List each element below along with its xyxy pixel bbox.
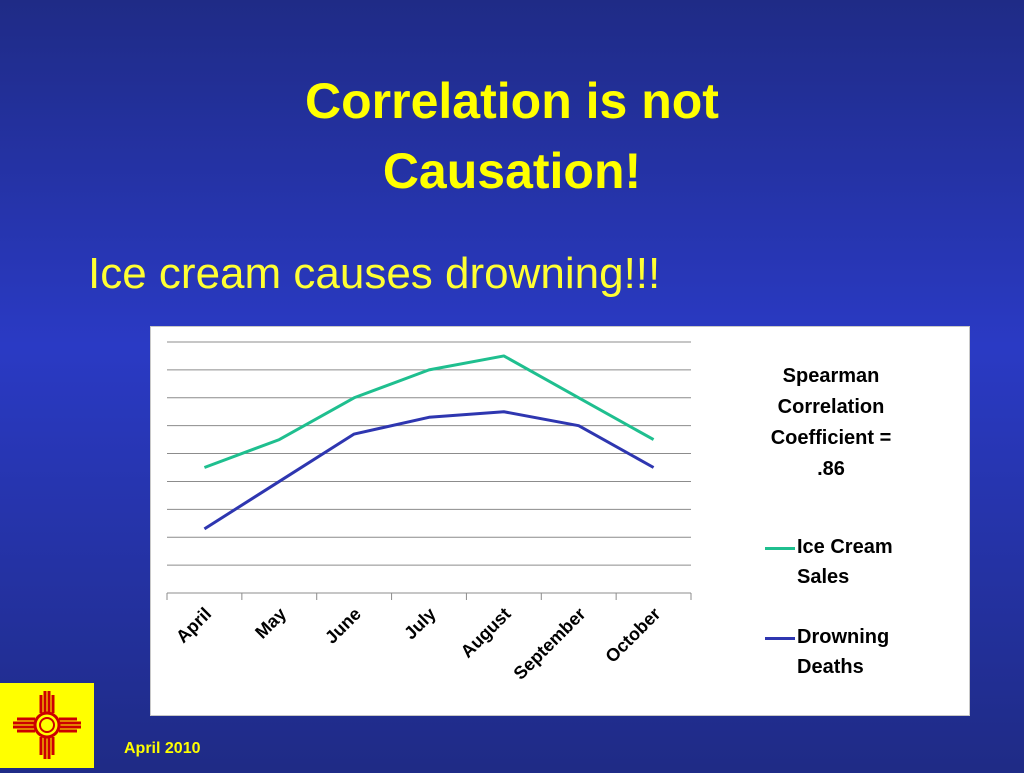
legend-label-drowning: Drowning Deaths [797,626,890,678]
x-tick-label: July [400,604,440,644]
x-tick-label: August [457,604,515,662]
title-line-2: Causation! [382,143,642,199]
annotation-line-4: .86 [817,458,845,480]
zia-sun-symbol-icon [13,691,81,759]
slide-subtitle: Ice cream causes drowning!!! [88,249,661,298]
legend-label-ice-cream: Ice Cream Sales [797,536,893,588]
footer-date: April 2010 [124,740,201,757]
correlation-annotation: Spearman Correlation Coefficient = .86 [741,361,921,485]
chart-panel: April May June July August September October S… [150,326,970,716]
series-line-ice-cream [203,354,655,469]
annotation-line-2: Correlation [777,396,885,418]
slide-title: Correlation is not Causation! [0,66,1024,206]
x-tick-label: September [510,604,590,684]
x-tick-label: October [601,604,664,667]
annotation-line-3: Coefficient = [770,427,892,449]
annotation-line-1: Spearman [782,365,880,387]
legend-swatch-drowning [765,637,795,640]
x-tick-label: June [321,604,365,648]
x-tick-label: April [172,604,215,647]
legend-swatch-ice-cream [765,547,795,550]
series-line-drowning [203,410,655,531]
logo [0,683,94,768]
title-line-1: Correlation is not [305,73,719,129]
x-tick-label: May [251,604,290,643]
